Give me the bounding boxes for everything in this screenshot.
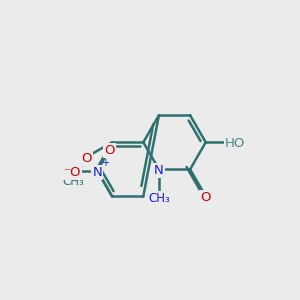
Text: HO: HO [225,137,246,150]
Text: N: N [154,164,164,177]
Text: +: + [101,158,109,168]
Text: O: O [200,191,211,204]
Text: ⁻O: ⁻O [64,166,81,179]
Text: CH₃: CH₃ [148,192,170,206]
Text: N: N [92,166,102,179]
Text: O: O [81,152,92,165]
Text: O: O [104,144,115,157]
Text: CH₃: CH₃ [62,175,84,188]
